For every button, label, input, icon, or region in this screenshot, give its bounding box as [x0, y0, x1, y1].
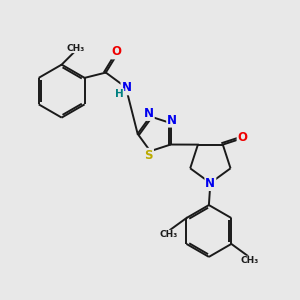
Text: O: O	[111, 45, 122, 58]
Text: S: S	[145, 149, 153, 162]
Text: N: N	[144, 107, 154, 120]
Text: CH₃: CH₃	[66, 44, 84, 52]
Text: N: N	[167, 114, 177, 127]
Text: N: N	[122, 81, 131, 94]
Text: CH₃: CH₃	[240, 256, 258, 265]
Text: N: N	[206, 177, 215, 190]
Text: CH₃: CH₃	[159, 230, 178, 239]
Text: O: O	[238, 131, 248, 144]
Text: H: H	[115, 89, 124, 99]
